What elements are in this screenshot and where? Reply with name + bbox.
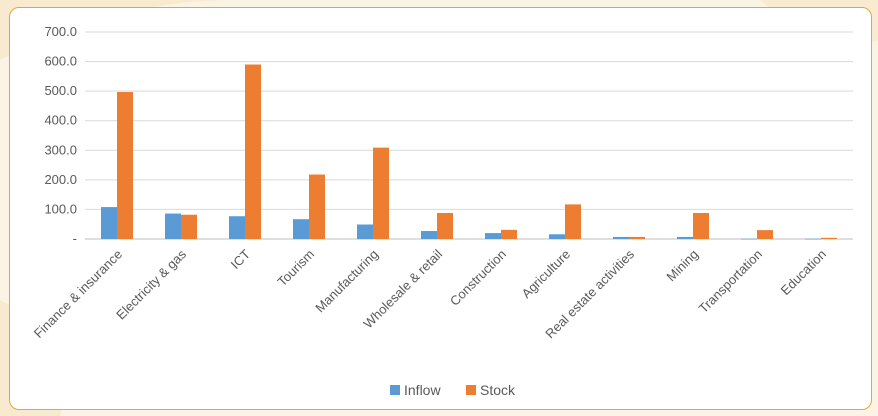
y-tick-label: 400.0	[44, 113, 77, 128]
bar-stock-9	[629, 236, 645, 239]
bar-stock-1	[117, 92, 133, 239]
y-tick-label: 700.0	[44, 24, 77, 39]
bar-stock-11	[757, 230, 773, 239]
chart-frame: - 100.0 200.0 300.0 400.0 500.0 600.0 700.0 Fin…	[9, 7, 872, 410]
y-axis-ticks: - 100.0 200.0 300.0 400.0 500.0 600.0 700.0	[44, 24, 77, 246]
legend: Inflow Stock	[390, 382, 516, 398]
bar-inflow-9	[613, 236, 629, 239]
bar-stock-2	[181, 214, 197, 239]
x-category-label: ICT	[228, 246, 253, 271]
gridlines	[85, 31, 853, 240]
y-tick-label: 100.0	[44, 201, 77, 216]
x-category-label: Education	[778, 247, 829, 298]
bar-inflow-12	[805, 238, 821, 240]
x-category-label: Transportation	[696, 247, 766, 317]
x-category-label: Mining	[663, 247, 701, 285]
bar-inflow-11	[741, 238, 757, 240]
bar-stock-8	[565, 204, 581, 239]
y-tick-label: -	[73, 231, 77, 246]
bar-inflow-2	[165, 213, 181, 239]
bar-stock-12	[821, 237, 837, 239]
bar-inflow-4	[293, 219, 309, 239]
legend-label-inflow: Inflow	[404, 382, 441, 398]
bar-stock-6	[437, 212, 453, 239]
x-category-label: Finance & insurance	[31, 247, 125, 341]
y-tick-label: 600.0	[44, 54, 77, 69]
bar-stock-4	[309, 174, 325, 239]
bar-stock-10	[693, 212, 709, 239]
legend-swatch-stock	[466, 385, 476, 395]
bar-inflow-8	[549, 234, 565, 239]
legend-label-stock: Stock	[480, 382, 516, 398]
bar-inflow-1	[101, 207, 117, 239]
bar-stock-5	[373, 147, 389, 239]
y-tick-label: 500.0	[44, 83, 77, 98]
x-category-label: Construction	[447, 247, 509, 309]
bar-stock-3	[245, 64, 261, 240]
bar-inflow-5	[357, 224, 373, 239]
bar-inflow-10	[677, 236, 693, 239]
bar-inflow-6	[421, 231, 437, 239]
legend-swatch-inflow	[390, 385, 400, 395]
x-category-label: Agriculture	[519, 247, 574, 302]
bars	[101, 64, 837, 240]
y-tick-label: 300.0	[44, 142, 77, 157]
x-category-label: Tourism	[274, 247, 317, 290]
bar-chart: - 100.0 200.0 300.0 400.0 500.0 600.0 700.0 Fin…	[31, 24, 853, 398]
bar-stock-7	[501, 229, 517, 239]
bar-inflow-7	[485, 233, 501, 239]
x-category-label: Manufacturing	[312, 247, 381, 316]
bar-inflow-3	[229, 216, 245, 239]
y-tick-label: 200.0	[44, 172, 77, 187]
